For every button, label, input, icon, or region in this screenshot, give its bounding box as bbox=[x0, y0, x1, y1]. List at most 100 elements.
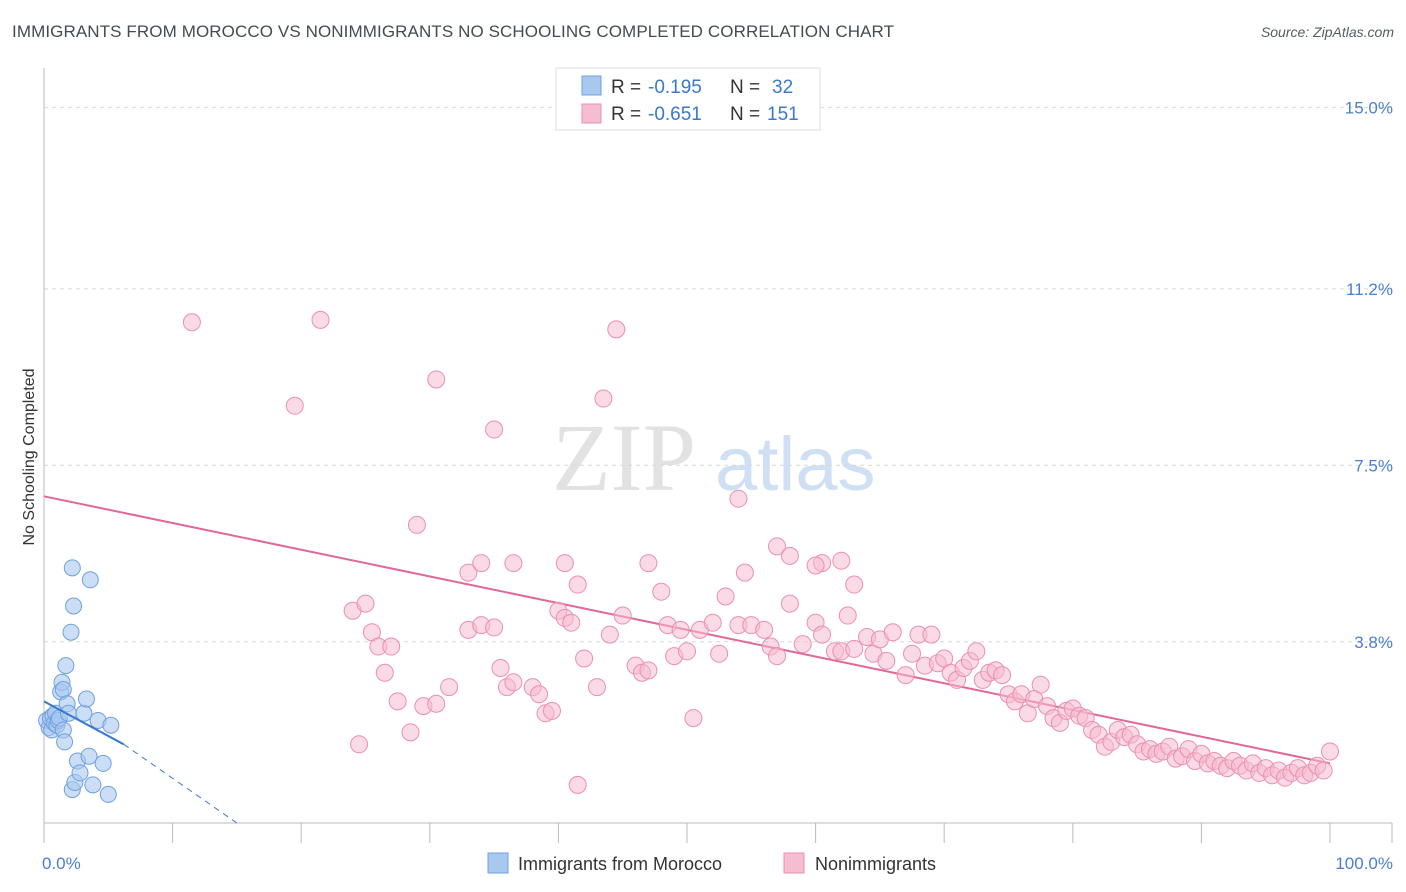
point-nonimmigrants-99 bbox=[1031, 675, 1050, 694]
point-nonimmigrants-65 bbox=[780, 594, 799, 613]
stats-n-label-2: N = bbox=[730, 104, 760, 125]
point-nonimmigrants-24 bbox=[382, 637, 401, 656]
point-immigrants-31 bbox=[94, 754, 112, 772]
point-nonimmigrants-9 bbox=[472, 554, 491, 573]
point-nonimmigrants-10 bbox=[504, 554, 523, 573]
x-tick-labels: 0.0% 100.0% bbox=[42, 854, 1393, 873]
point-nonimmigrants-145 bbox=[568, 775, 587, 794]
stats-box: R = -0.195 N = 32 R = -0.651 N = 151 bbox=[555, 67, 821, 131]
point-nonimmigrants-39 bbox=[542, 701, 561, 720]
point-nonimmigrants-3 bbox=[427, 370, 446, 389]
x-tick-label-1: 100.0% bbox=[1335, 854, 1393, 873]
point-nonimmigrants-68 bbox=[813, 625, 832, 644]
legend-label-immigrants: Immigrants from Morocco bbox=[518, 854, 722, 874]
point-immigrants-28 bbox=[81, 571, 99, 589]
point-nonimmigrants-143 bbox=[1314, 761, 1333, 780]
point-nonimmigrants-46 bbox=[613, 606, 632, 625]
point-nonimmigrants-37 bbox=[530, 685, 549, 704]
point-nonimmigrants-17 bbox=[845, 575, 864, 594]
stats-n-label-1: N = bbox=[730, 77, 760, 98]
point-nonimmigrants-72 bbox=[845, 639, 864, 658]
point-nonimmigrants-45 bbox=[600, 625, 619, 644]
stats-swatch-blue bbox=[581, 75, 602, 96]
point-nonimmigrants-20 bbox=[356, 594, 375, 613]
point-nonimmigrants-11 bbox=[639, 554, 658, 573]
point-nonimmigrants-12 bbox=[768, 537, 787, 556]
point-nonimmigrants-33 bbox=[491, 659, 510, 677]
point-nonimmigrants-32 bbox=[485, 618, 504, 637]
point-nonimmigrants-66 bbox=[793, 635, 812, 654]
y-tick-label-3: 15.0% bbox=[1345, 99, 1393, 118]
point-nonimmigrants-6 bbox=[594, 389, 613, 408]
point-nonimmigrants-149 bbox=[806, 556, 825, 575]
watermark-zip: ZIP bbox=[552, 404, 696, 511]
stats-n-value-2: 151 bbox=[767, 104, 799, 125]
point-immigrants-27 bbox=[80, 747, 98, 765]
point-immigrants-33 bbox=[102, 716, 120, 734]
point-nonimmigrants-27 bbox=[401, 723, 420, 742]
stats-swatch-pink bbox=[581, 103, 602, 124]
stats-r-value-2: -0.651 bbox=[648, 104, 702, 125]
point-nonimmigrants-64 bbox=[768, 647, 787, 666]
point-nonimmigrants-29 bbox=[440, 678, 459, 697]
point-nonimmigrants-16 bbox=[735, 563, 754, 582]
point-nonimmigrants-50 bbox=[652, 582, 671, 601]
point-nonimmigrants-55 bbox=[684, 709, 703, 728]
point-nonimmigrants-77 bbox=[883, 623, 902, 642]
point-nonimmigrants-147 bbox=[555, 554, 574, 573]
point-nonimmigrants-5 bbox=[607, 320, 626, 339]
point-nonimmigrants-15 bbox=[832, 551, 851, 570]
point-nonimmigrants-58 bbox=[710, 644, 729, 663]
legend-label-nonimmigrants: Nonimmigrants bbox=[815, 854, 936, 874]
point-nonimmigrants-4 bbox=[485, 420, 504, 439]
trend-line-immigrants bbox=[43, 700, 125, 746]
point-nonimmigrants-18 bbox=[350, 735, 369, 754]
x-tick-label-0: 0.0% bbox=[42, 854, 81, 873]
point-nonimmigrants-44 bbox=[587, 678, 606, 697]
point-nonimmigrants-78 bbox=[896, 666, 915, 685]
point-immigrants-20 bbox=[65, 597, 83, 615]
legend-swatch-blue bbox=[487, 852, 509, 874]
point-nonimmigrants-71 bbox=[838, 606, 857, 625]
point-immigrants-26 bbox=[77, 690, 95, 708]
axes bbox=[43, 68, 1393, 843]
point-nonimmigrants-146 bbox=[729, 489, 748, 508]
point-nonimmigrants-49 bbox=[639, 661, 658, 680]
stats-n-value-1: 32 bbox=[772, 77, 793, 98]
y-tick-label-1: 7.5% bbox=[1354, 456, 1393, 475]
point-immigrants-24 bbox=[71, 764, 89, 782]
point-immigrants-19 bbox=[63, 559, 81, 577]
point-immigrants-18 bbox=[62, 623, 80, 641]
point-immigrants-29 bbox=[84, 776, 102, 794]
point-immigrants-15 bbox=[57, 657, 75, 675]
point-nonimmigrants-25 bbox=[388, 692, 407, 711]
watermark: ZIP atlas bbox=[552, 404, 876, 511]
point-immigrants-14 bbox=[56, 733, 74, 751]
point-nonimmigrants-62 bbox=[755, 620, 774, 639]
point-nonimmigrants-23 bbox=[375, 663, 394, 682]
y-tick-labels: 3.8% 7.5% 11.2% 15.0% bbox=[1345, 99, 1393, 652]
point-nonimmigrants-79 bbox=[903, 644, 922, 663]
point-nonimmigrants-148 bbox=[568, 575, 587, 594]
y-tick-label-0: 3.8% bbox=[1354, 633, 1393, 652]
point-nonimmigrants-13 bbox=[780, 546, 799, 565]
point-nonimmigrants-42 bbox=[562, 613, 581, 632]
gridlines bbox=[44, 107, 1392, 643]
point-immigrants-12 bbox=[54, 680, 72, 698]
point-nonimmigrants-57 bbox=[703, 613, 722, 632]
point-nonimmigrants-8 bbox=[459, 563, 478, 582]
stats-r-label-2: R = bbox=[611, 104, 641, 125]
point-nonimmigrants-93 bbox=[993, 666, 1012, 685]
legend: Immigrants from Morocco Nonimmigrants bbox=[487, 852, 936, 874]
y-tick-label-2: 11.2% bbox=[1346, 280, 1393, 299]
point-nonimmigrants-43 bbox=[575, 649, 594, 668]
source-credit: Source: ZipAtlas.com bbox=[1260, 24, 1394, 40]
trend-line-immigrants-extension bbox=[123, 743, 238, 824]
point-nonimmigrants-35 bbox=[504, 673, 523, 692]
point-nonimmigrants-76 bbox=[877, 651, 896, 670]
point-nonimmigrants-54 bbox=[678, 642, 696, 661]
point-nonimmigrants-28 bbox=[427, 694, 446, 713]
stats-r-label-1: R = bbox=[611, 77, 641, 98]
point-immigrants-32 bbox=[99, 785, 117, 803]
y-axis-label: No Schooling Completed bbox=[21, 369, 38, 546]
